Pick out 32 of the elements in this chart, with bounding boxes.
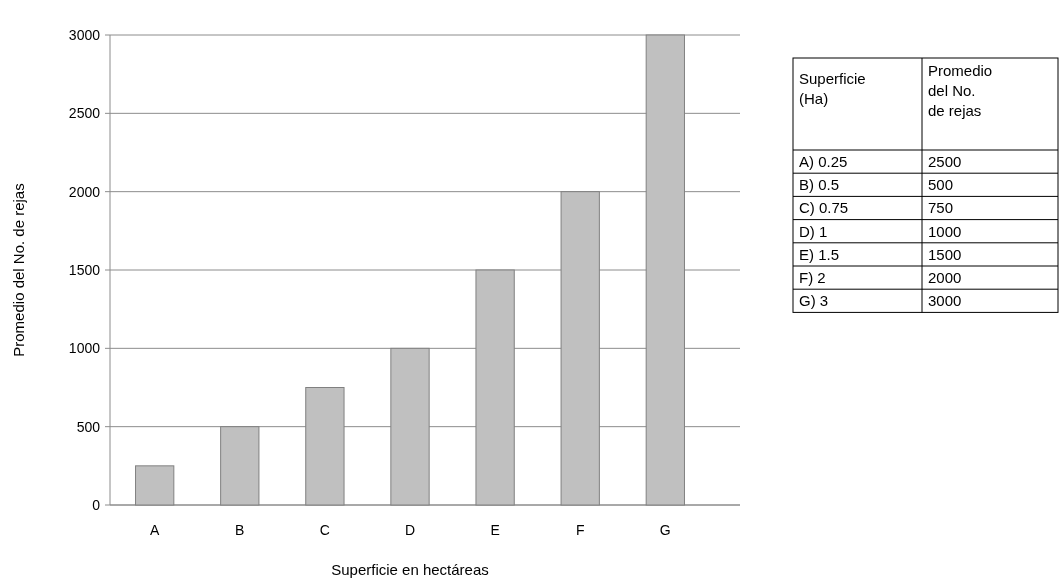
- x-tick-label: A: [150, 522, 161, 538]
- text: 3000: [928, 292, 962, 310]
- x-tick-label: G: [659, 522, 671, 538]
- text: 2500: [928, 153, 962, 170]
- text: 2000: [928, 269, 962, 286]
- x-tick-label: B: [235, 522, 245, 538]
- text: Superficie (Ha): [799, 70, 866, 107]
- y-tick-label: 1000: [68, 340, 101, 357]
- text: C) 0.75: [799, 199, 849, 217]
- text: G) 3: [799, 292, 829, 310]
- x-tick-label: C: [319, 522, 330, 538]
- y-tick-label: 1500: [68, 261, 101, 278]
- text: B) 0.5: [799, 176, 840, 194]
- y-axis-title: Promedio del No. de rejas: [10, 183, 27, 357]
- x-tick-label: D: [404, 522, 416, 538]
- text: 1500: [928, 245, 962, 263]
- text: E) 1.5: [799, 245, 840, 263]
- y-tick-label: 2000: [68, 183, 101, 200]
- x-tick-label: F: [575, 522, 585, 538]
- y-tick-label: 500: [76, 418, 101, 435]
- y-tick-label: 0: [92, 496, 101, 513]
- text: F) 2: [799, 269, 826, 286]
- text: A) 0.25: [799, 153, 848, 170]
- x-axis-title: Superficie en hectáreas: [331, 561, 489, 578]
- text: 500: [928, 176, 954, 194]
- text: 750: [928, 199, 954, 217]
- x-tick-label: E: [490, 522, 500, 538]
- text: Promedio del No. de rejas: [928, 62, 993, 119]
- y-tick-label: 3000: [68, 26, 101, 43]
- y-tick-label: 2500: [68, 105, 101, 122]
- text: 1000: [928, 222, 962, 240]
- text: D) 1: [799, 222, 828, 240]
